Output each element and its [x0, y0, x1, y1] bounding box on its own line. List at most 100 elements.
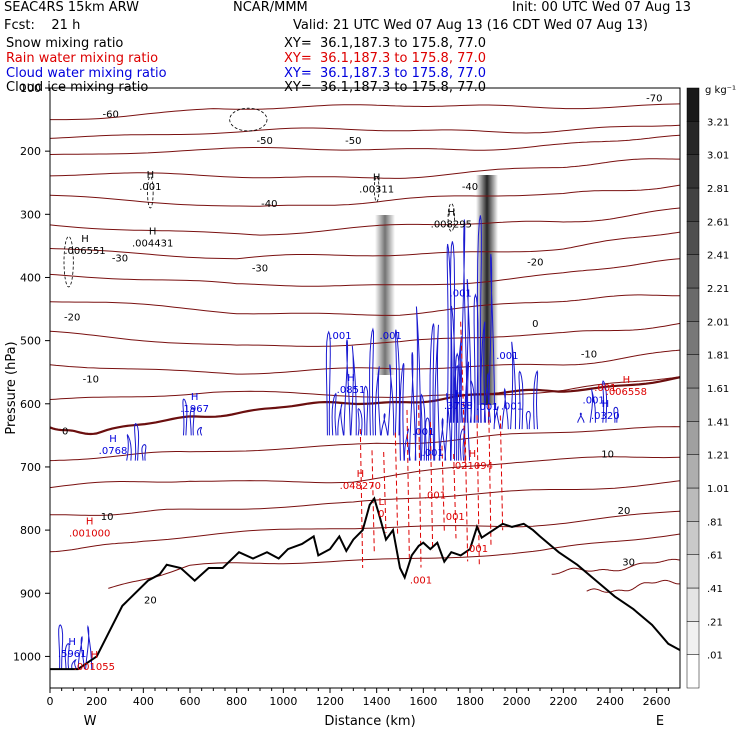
- rain-water-contour: [441, 445, 445, 532]
- x-axis-label: Distance (km): [324, 714, 415, 729]
- isotherm-label: -50: [256, 136, 272, 147]
- contour-value-label: .001: [443, 512, 465, 523]
- maximum-marker: H: [455, 389, 463, 400]
- cloud-water-contour: [589, 388, 596, 423]
- colorbar-band: [686, 321, 700, 355]
- colorbar-band: [686, 421, 700, 455]
- rain-water-contour: [464, 439, 469, 562]
- isotherm-line: [50, 231, 680, 260]
- cloud-water-contour: [325, 330, 331, 436]
- colorbar-band: [686, 354, 700, 389]
- x-tick-label: 2200: [549, 695, 577, 708]
- cloud-ice-contour: [447, 203, 456, 232]
- cloud-water-contour: [414, 306, 421, 461]
- rain-water-contours: [359, 321, 504, 569]
- cloud-water-contour: [602, 380, 608, 423]
- isotherm-line: [50, 184, 680, 207]
- minimum-marker: L: [379, 497, 385, 508]
- colorbar-band: [686, 487, 700, 522]
- colorbar-band: [686, 454, 700, 489]
- contour-value-label: .001: [476, 402, 498, 413]
- y-tick-label: 100: [20, 82, 41, 95]
- minimum-value-label: 0: [378, 509, 384, 520]
- maximum-marker: H: [147, 170, 155, 181]
- colorbar-label: .81: [707, 517, 723, 528]
- isotherm-label: -70: [646, 93, 662, 104]
- forecast-hour: Fcst: 21 h: [4, 18, 81, 33]
- cloud-ice-contour: [229, 107, 268, 132]
- terrain-profile: [50, 496, 680, 671]
- cloud-water-contour: [363, 385, 369, 436]
- cloud-water-contour: [476, 215, 482, 423]
- contour-value-label: .001: [466, 544, 488, 555]
- maximum-value-label: .00311: [359, 184, 394, 195]
- colorbar-band: [686, 221, 700, 255]
- cloud-water-contour: [374, 366, 381, 436]
- cloud-water-contour: [438, 417, 447, 461]
- freezing-level-line: [50, 376, 680, 436]
- y-axis-label: Pressure (hPa): [4, 341, 19, 434]
- contour-value-label: .001: [412, 427, 434, 438]
- cloud-water-contour: [77, 635, 85, 670]
- maximum-marker: H: [149, 227, 157, 238]
- cloud-water-contour: [613, 406, 619, 423]
- isotherm-line: [50, 294, 680, 316]
- x-tick-label: 1200: [316, 695, 344, 708]
- y-tick-label: 900: [20, 587, 41, 600]
- colorbar-label: 1.21: [707, 451, 729, 462]
- cloud-water-contour: [71, 658, 77, 670]
- init-time: Init: 00 UTC Wed 07 Aug 13: [512, 0, 692, 15]
- cloud-water-contour: [460, 219, 468, 423]
- maximum-value-label: .1967: [180, 404, 209, 415]
- colorbar-label: 1.01: [707, 484, 729, 495]
- cloud-water-contour: [189, 406, 195, 436]
- cloud-water-contour: [141, 444, 147, 461]
- y-tick-label: 500: [20, 335, 41, 348]
- colorbar-band: [686, 254, 700, 289]
- colorbar-label: .01: [707, 651, 723, 662]
- isotherm-line: [551, 558, 680, 575]
- isotherm-label: 0: [62, 426, 68, 437]
- cloud-water-contour: [456, 336, 463, 423]
- colorbar: .01 .21 .41 .61 .81 1.01 1.21 1.41 1.61 1.81 2.01 2…: [686, 87, 729, 689]
- x-tick-label: 2000: [503, 695, 531, 708]
- colorbar-label: 2.21: [707, 284, 729, 295]
- rain-water-contour: [453, 454, 457, 539]
- cloud-water-contour: [196, 426, 203, 436]
- rain-water-contour: [406, 409, 410, 558]
- cloud-water-contour: [429, 323, 435, 461]
- valid-time: Valid: 21 UTC Wed 07 Aug 13 (16 CDT Wed …: [293, 18, 648, 33]
- maximum-marker: H: [373, 172, 381, 183]
- maximum-marker: H: [91, 650, 99, 661]
- maximum-value-label: .006558: [606, 387, 647, 398]
- y-tick-label: 400: [20, 271, 41, 284]
- y-tick-label: 1000: [13, 650, 41, 663]
- isotherm-label: 20: [618, 506, 631, 517]
- field-cloudwater-label: Cloud water mixing ratio: [6, 66, 167, 81]
- rain-water-contour: [488, 403, 492, 546]
- maximum-marker: H: [357, 469, 365, 480]
- cloud-water-contour: [369, 327, 374, 436]
- maximum-marker: H: [602, 399, 610, 410]
- isotherm-line: [50, 349, 680, 375]
- plot-area: -70 -60 -50 -50 -40 -40 -30 -30 -20 -20 -10 -10 0 0 10…: [50, 93, 680, 673]
- colorbar-label: 2.01: [707, 317, 729, 328]
- colorbar-label: 1.41: [707, 417, 729, 428]
- maximum-value-label: .001: [139, 182, 161, 193]
- isotherm-line: [586, 579, 680, 593]
- cloud-water-contour: [126, 433, 132, 461]
- isotherm-line: [50, 322, 680, 347]
- rain-water-contour: [359, 429, 364, 569]
- colorbar-band: [686, 621, 700, 655]
- cloud-water-contour: [64, 642, 70, 670]
- cloud-water-contour: [331, 392, 337, 436]
- rain-water-contour: [499, 415, 504, 531]
- maximum-value-label: .048270: [340, 481, 381, 492]
- x-tick-label: 800: [226, 695, 247, 708]
- colorbar-band: [686, 87, 700, 122]
- contour-value-label: .001: [329, 331, 351, 342]
- cloud-water-contour: [464, 279, 472, 423]
- colorbar-label: 3.01: [707, 151, 729, 162]
- cloud-water-contour: [58, 624, 64, 670]
- cloud-water-contour: [387, 364, 395, 436]
